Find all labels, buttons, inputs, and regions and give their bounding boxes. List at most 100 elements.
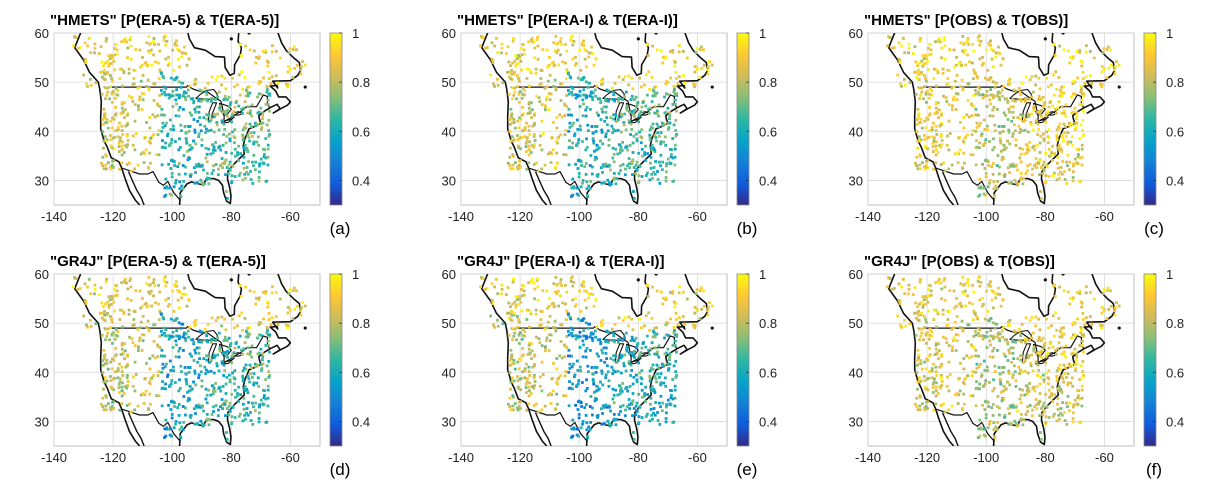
station-point	[150, 290, 153, 293]
station-point	[1093, 298, 1096, 301]
x-tick-label: -120	[100, 209, 126, 224]
station-point	[651, 45, 654, 48]
station-point	[652, 330, 655, 333]
station-point	[521, 97, 524, 100]
station-point	[1089, 291, 1092, 294]
station-point	[985, 176, 988, 179]
station-point	[121, 148, 124, 151]
station-point	[111, 101, 114, 104]
station-point	[986, 90, 989, 93]
station-point	[951, 349, 954, 352]
station-point	[637, 342, 640, 345]
station-point	[1081, 360, 1084, 363]
station-point	[201, 165, 204, 168]
station-point	[251, 135, 254, 138]
station-point	[133, 77, 136, 80]
panel-label: (b)	[737, 219, 758, 238]
station-point	[541, 149, 544, 152]
station-point	[652, 89, 655, 92]
station-point	[617, 370, 620, 373]
station-point	[1017, 366, 1020, 369]
station-point	[212, 410, 215, 413]
station-point	[1071, 353, 1074, 356]
station-point	[1028, 355, 1031, 358]
station-point	[638, 131, 641, 134]
station-point	[569, 126, 572, 129]
station-point	[626, 350, 629, 353]
station-point	[1003, 144, 1006, 147]
station-point	[1043, 402, 1046, 405]
station-point	[217, 173, 220, 176]
station-point	[178, 356, 181, 359]
station-point	[671, 137, 674, 140]
station-point	[198, 357, 201, 360]
station-point	[1032, 129, 1035, 132]
colorbar-tick-label: 0.8	[759, 75, 777, 90]
station-point	[997, 287, 1000, 290]
station-point	[640, 326, 643, 329]
station-point	[914, 71, 917, 74]
x-tick-label: -80	[1036, 209, 1055, 224]
colorbar-tick-label: 1	[352, 26, 359, 41]
station-point	[556, 292, 559, 295]
station-point	[121, 125, 124, 128]
station-point	[184, 98, 187, 101]
station-point	[592, 137, 595, 140]
station-point	[1082, 110, 1085, 113]
station-point	[557, 290, 560, 293]
station-point	[164, 58, 167, 61]
station-point	[1006, 100, 1009, 103]
station-point	[518, 160, 521, 163]
station-point	[1082, 312, 1085, 315]
station-point	[510, 108, 513, 111]
station-point	[660, 50, 663, 53]
station-point	[886, 285, 889, 288]
station-point	[915, 164, 918, 167]
station-point	[621, 98, 624, 101]
station-point	[187, 89, 190, 92]
station-point	[135, 132, 138, 135]
station-point	[507, 286, 510, 289]
station-point	[928, 106, 931, 109]
station-point	[293, 67, 296, 70]
station-point	[1001, 158, 1004, 161]
station-point	[233, 326, 236, 329]
station-point	[190, 355, 193, 358]
station-point	[921, 402, 924, 405]
station-point	[607, 370, 610, 373]
station-point	[644, 105, 647, 108]
station-point	[1002, 57, 1005, 60]
station-point	[518, 358, 521, 361]
station-point	[526, 318, 529, 321]
station-point	[509, 140, 512, 143]
station-point	[571, 419, 574, 422]
station-point	[139, 96, 142, 99]
station-point	[682, 74, 685, 77]
station-point	[1078, 378, 1081, 381]
station-point	[1030, 113, 1033, 116]
station-point	[249, 351, 252, 354]
station-point	[972, 318, 975, 321]
station-point	[665, 296, 668, 299]
station-point	[570, 277, 573, 280]
station-point	[545, 98, 548, 101]
y-tick-label: 60	[442, 267, 456, 282]
station-point	[608, 406, 611, 409]
station-point	[577, 400, 580, 403]
station-point	[928, 355, 931, 358]
station-point	[242, 377, 245, 380]
station-point	[208, 120, 211, 123]
station-point	[507, 45, 510, 48]
station-point	[1049, 101, 1052, 104]
station-point	[220, 75, 223, 78]
station-point	[541, 361, 544, 364]
station-point	[1048, 155, 1051, 158]
station-point	[533, 163, 536, 166]
station-point	[230, 121, 233, 124]
station-point	[175, 114, 178, 117]
station-point	[128, 68, 131, 71]
station-point	[167, 404, 170, 407]
station-point	[191, 147, 194, 150]
station-point	[149, 283, 152, 286]
station-point	[623, 124, 626, 127]
